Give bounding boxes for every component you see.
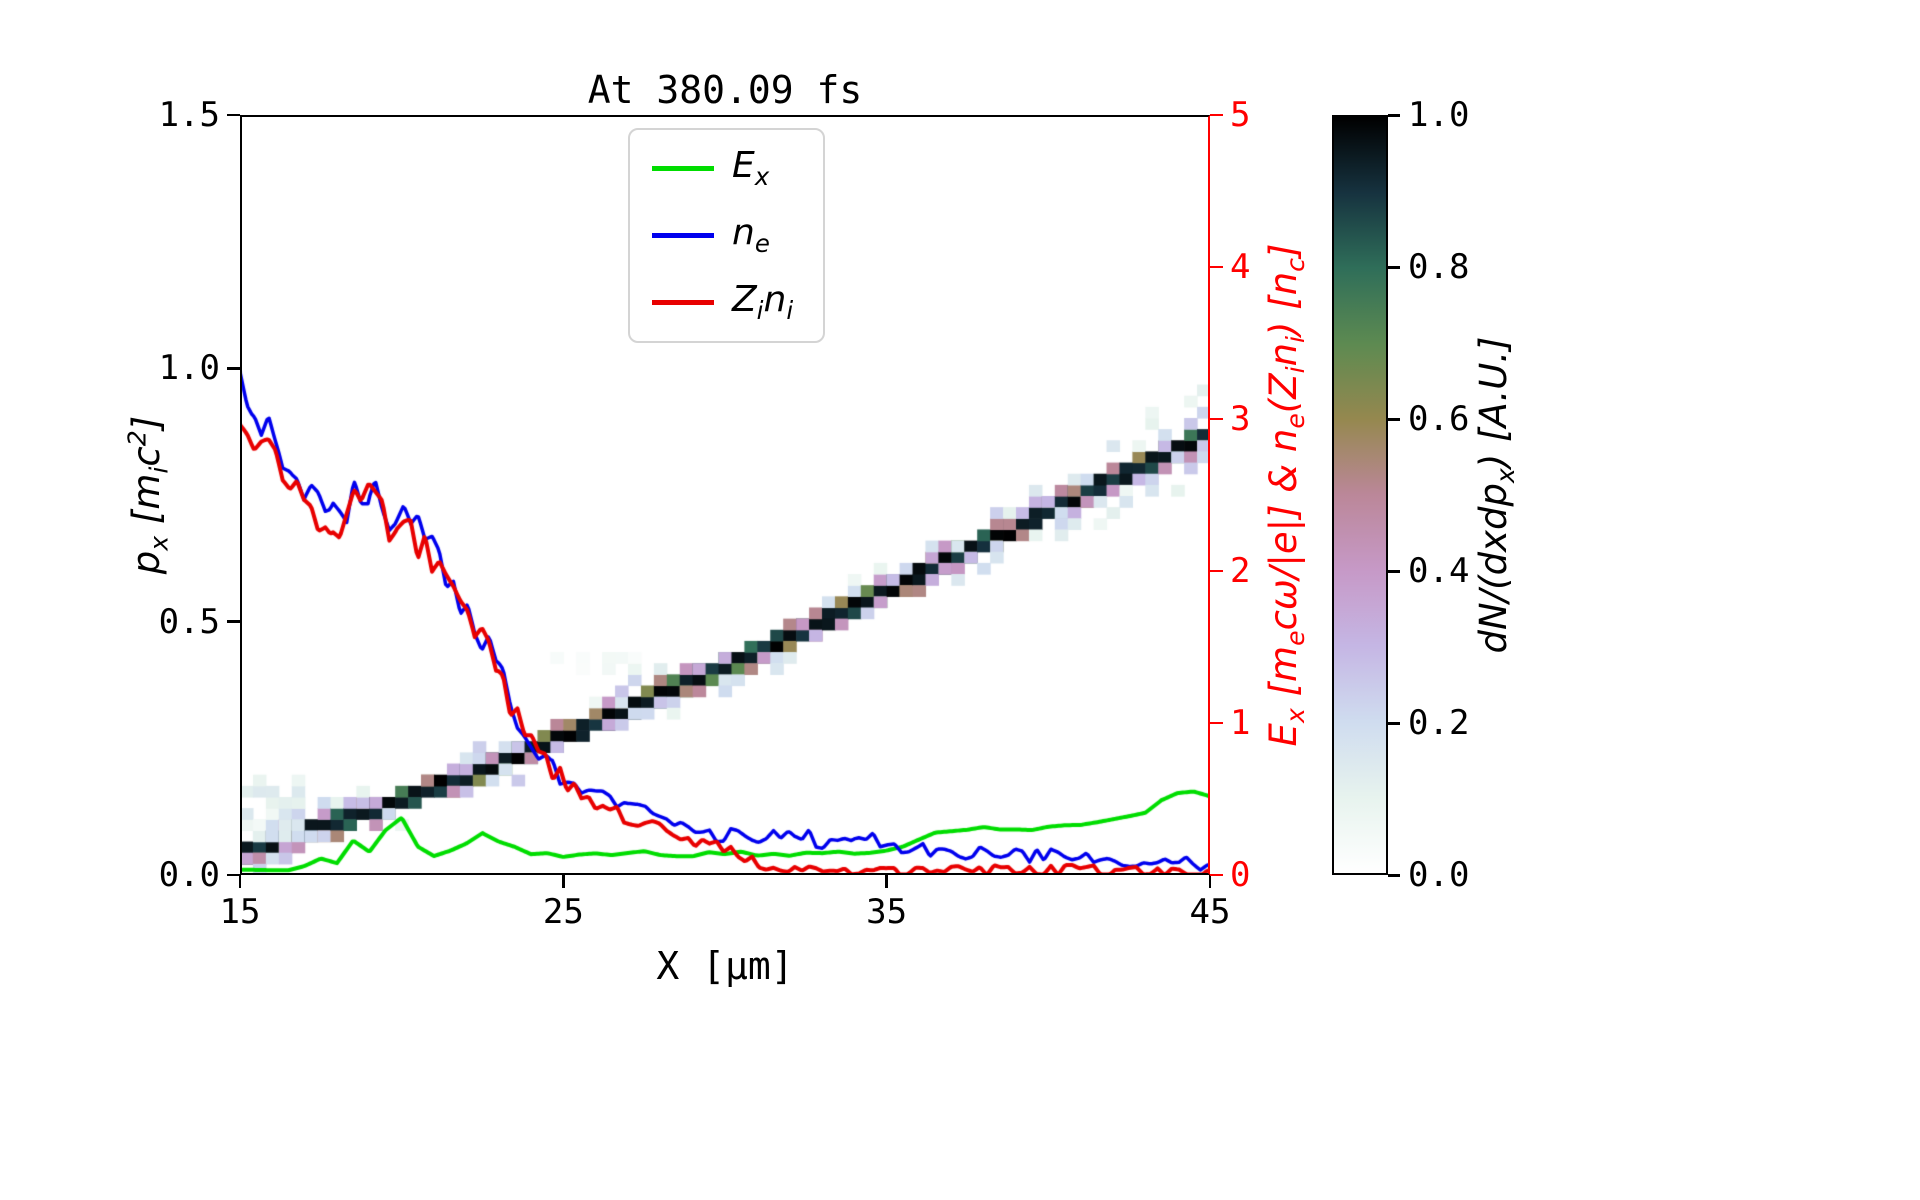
x-tick [1208,875,1212,888]
y-left-tick-label: 0.0 [158,855,220,895]
legend-item-ne: ne [652,213,793,258]
legend-item-Zini: Zini [652,280,793,325]
y-left-tick [227,620,240,623]
legend-item-Ex: Ex [652,146,793,191]
y-left-tick [227,873,240,877]
legend: Ex ne Zini [628,128,826,344]
x-tick-label: 15 [219,892,261,932]
x-tick-label: 45 [1189,892,1231,932]
y-right-tick-label: 2 [1230,551,1251,591]
colorbar-tick [1388,874,1400,877]
colorbar-tick [1388,418,1400,421]
y-left-tick-label: 1.0 [158,348,220,389]
y-right-tick-label: 1 [1230,703,1251,743]
y-axis-label-left: px [mic2] [122,415,174,575]
colorbar-label: dN/(dxdpx) [A.U.] [1471,336,1521,654]
x-tick [562,875,565,888]
colorbar-tick-label: 0.2 [1408,703,1470,743]
colorbar-tick [1388,722,1400,725]
legend-label: Zini [732,279,794,326]
colorbar-tick [1388,114,1400,117]
y-right-tick [1210,569,1223,573]
y-left-tick-label: 1.5 [158,95,220,135]
y-right-tick [1210,113,1223,117]
x-tick [885,875,888,888]
colorbar-tick [1388,570,1400,573]
y-right-tick [1210,721,1223,725]
x-axis-label: X [μm] [656,944,794,988]
legend-line-swatch [652,233,714,239]
y-right-tick [1210,265,1223,269]
legend-label: ne [732,212,770,259]
y-right-tick-label: 0 [1230,855,1251,895]
colorbar-tick-label: 0.4 [1408,551,1470,591]
legend-line-swatch [652,166,714,172]
colorbar-tick-label: 0.6 [1408,399,1470,439]
y-axis-label-right: Ex [mecω/|e|] & ne(Zini) [nc] [1261,243,1311,747]
x-tick-label: 35 [866,892,908,932]
y-left-tick-label: 0.5 [158,601,220,642]
x-tick-label: 25 [542,892,584,932]
y-left-tick [227,367,240,370]
y-right-tick-label: 3 [1230,399,1251,439]
colorbar-tick-label: 0.8 [1408,247,1470,287]
colorbar [1332,115,1388,875]
y-right-tick [1210,873,1223,877]
y-left-tick [227,113,240,117]
legend-label: Ex [732,145,770,192]
y-right-tick [1210,417,1223,421]
colorbar-tick-label: 0.0 [1408,855,1470,895]
y-right-tick-label: 4 [1230,247,1251,287]
chart-title: At 380.09 fs [587,68,863,112]
x-tick [238,875,242,888]
legend-line-swatch [652,300,714,306]
colorbar-tick-label: 1.0 [1408,95,1470,135]
colorbar-tick [1388,266,1400,269]
y-right-tick-label: 5 [1230,95,1251,135]
